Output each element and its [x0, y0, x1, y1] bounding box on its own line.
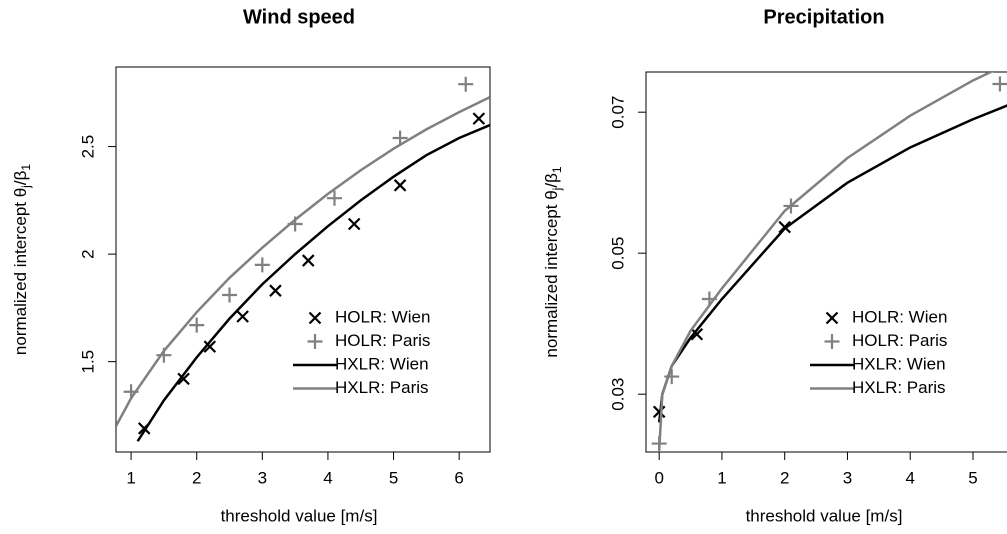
series-line — [657, 72, 994, 451]
legend-label: HXLR: Wien — [852, 354, 946, 373]
y-axis-label-part: j — [19, 185, 33, 189]
y-axis-label-part: normalized intercept θ — [542, 190, 561, 357]
x-tick-label: 5 — [389, 468, 398, 487]
y-axis-label-part: normalized intercept θ — [11, 188, 30, 355]
y-tick-label: 2 — [78, 249, 97, 258]
y-tick-label: 0.03 — [608, 378, 627, 411]
x-tick-label: 3 — [258, 468, 267, 487]
legend-label: HOLR: Paris — [852, 331, 947, 350]
point-marker — [393, 179, 407, 192]
point-marker — [222, 287, 238, 303]
point-marker — [664, 369, 680, 385]
x-tick-label: 1 — [126, 468, 135, 487]
series-line — [136, 123, 490, 442]
point-marker — [472, 112, 486, 125]
y-axis-label-part: /β — [542, 173, 561, 188]
y-tick-label: 0.05 — [608, 237, 627, 270]
legend-symbol — [825, 311, 839, 325]
x-tick-label: 4 — [905, 468, 914, 487]
legend-label: HXLR: Wien — [335, 354, 429, 373]
point-marker — [326, 190, 342, 206]
x-tick-label: 2 — [192, 468, 201, 487]
chart-title: Precipitation — [763, 6, 884, 28]
point-marker — [236, 310, 249, 323]
legend-label: HOLR: Paris — [335, 331, 430, 350]
legend-label: HOLR: Wien — [335, 307, 430, 326]
plot-frame — [115, 66, 491, 453]
legend-label: HXLR: Paris — [335, 378, 429, 397]
plot-area — [651, 72, 1007, 452]
point-marker — [347, 217, 361, 231]
y-axis-label-part: 1 — [550, 166, 564, 173]
point-marker — [992, 76, 1007, 92]
plot-area — [116, 76, 490, 442]
y-tick-label: 1.5 — [78, 350, 97, 374]
x-tick-label: 5 — [968, 468, 977, 487]
point-marker — [254, 257, 270, 273]
point-marker — [301, 254, 315, 267]
legend-symbol — [308, 311, 322, 325]
point-marker — [458, 76, 474, 92]
plot-frame — [645, 71, 1007, 453]
legend-symbol — [307, 334, 323, 349]
chart-title: Wind speed — [243, 6, 355, 28]
x-tick-label: 4 — [323, 468, 332, 487]
y-axis-label: normalized intercept θj/β1 — [11, 164, 33, 355]
x-axis-label: threshold value [m/s] — [221, 506, 378, 525]
legend-label: HOLR: Wien — [852, 307, 947, 326]
y-tick-label: 2.5 — [78, 135, 97, 159]
y-axis-label-part: 1 — [19, 164, 33, 171]
point-marker — [690, 327, 704, 341]
point-marker — [189, 317, 205, 333]
x-tick-label: 0 — [654, 468, 663, 487]
x-tick-label: 2 — [780, 468, 789, 487]
y-axis-label-part: /β — [11, 170, 30, 185]
x-axis-label: threshold value [m/s] — [746, 506, 903, 525]
legend-symbol — [824, 334, 840, 349]
point-marker — [392, 130, 408, 146]
y-axis-label-part: j — [550, 188, 564, 192]
y-axis-label: normalized intercept θj/β1 — [542, 166, 564, 357]
point-marker — [203, 340, 217, 353]
x-tick-label: 3 — [843, 468, 852, 487]
legend-label: HXLR: Paris — [852, 378, 946, 397]
x-tick-label: 1 — [717, 468, 726, 487]
y-tick-label: 0.07 — [608, 96, 627, 129]
point-marker — [177, 372, 190, 386]
series-line — [657, 104, 1007, 423]
point-marker — [269, 284, 282, 297]
x-tick-label: 6 — [454, 468, 463, 487]
series-line — [116, 95, 490, 427]
